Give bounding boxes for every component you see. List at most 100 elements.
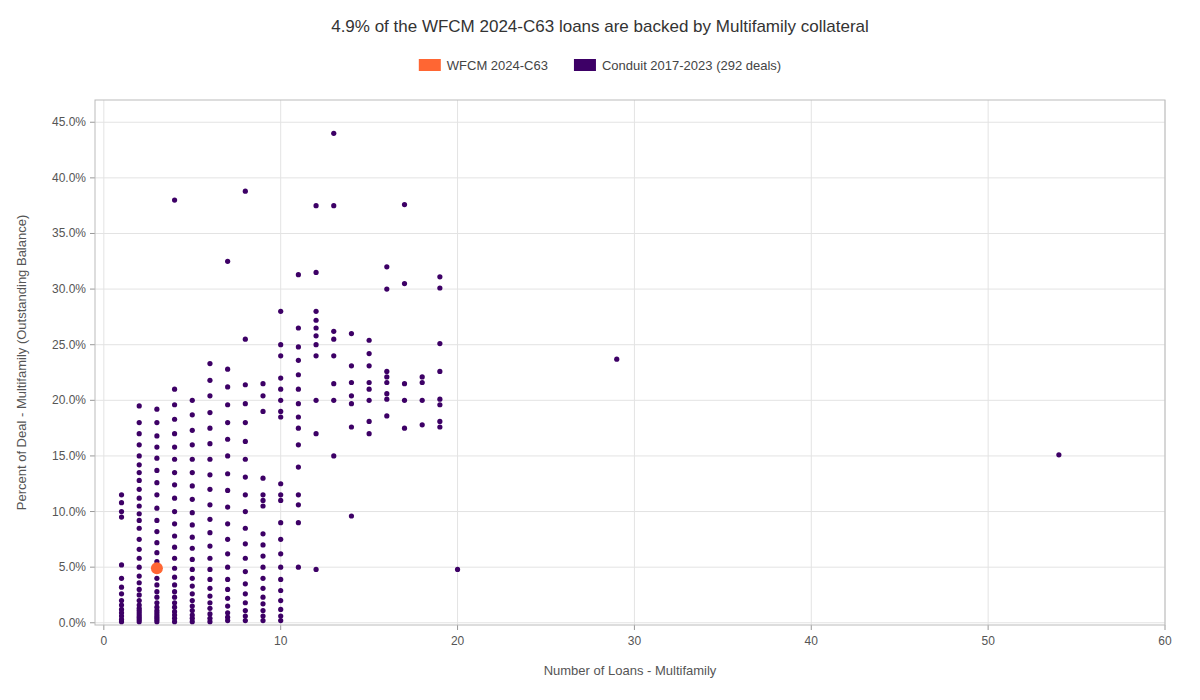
scatter-point — [296, 492, 301, 497]
scatter-point — [278, 588, 283, 593]
scatter-point — [437, 285, 442, 290]
scatter-point — [207, 556, 212, 561]
y-grid-line — [95, 122, 1165, 123]
scatter-point — [278, 598, 283, 603]
scatter-point — [172, 387, 177, 392]
scatter-point — [172, 600, 177, 605]
scatter-point — [172, 605, 177, 610]
scatter-point — [260, 586, 265, 591]
scatter-point — [260, 595, 265, 600]
scatter-point — [172, 566, 177, 571]
scatter-point — [190, 428, 195, 433]
scatter-point — [225, 587, 230, 592]
scatter-point — [225, 437, 230, 442]
scatter-point — [207, 410, 212, 415]
x-axis-label: Number of Loans - Multifamily — [544, 663, 717, 678]
legend-item: WFCM 2024-C63 — [419, 58, 548, 73]
scatter-point — [190, 546, 195, 551]
scatter-point — [172, 509, 177, 514]
scatter-point — [154, 582, 159, 587]
scatter-point — [154, 444, 159, 449]
scatter-point — [172, 402, 177, 407]
scatter-point — [260, 618, 265, 623]
scatter-point — [278, 409, 283, 414]
x-tick — [457, 625, 458, 630]
scatter-point — [402, 281, 407, 286]
y-tick-label: 40.0% — [52, 171, 86, 185]
scatter-point — [207, 530, 212, 535]
scatter-point — [207, 487, 212, 492]
scatter-point — [172, 582, 177, 587]
y-grid-line — [95, 177, 1165, 178]
scatter-point — [137, 431, 142, 436]
x-tick — [988, 625, 989, 630]
scatter-point — [172, 609, 177, 614]
scatter-point — [190, 510, 195, 515]
scatter-point — [278, 398, 283, 403]
scatter-point — [296, 426, 301, 431]
scatter-point — [437, 424, 442, 429]
scatter-point — [172, 482, 177, 487]
scatter-point — [190, 583, 195, 588]
series-1 — [119, 131, 1062, 624]
x-tick-label: 0 — [100, 634, 107, 648]
scatter-point — [278, 520, 283, 525]
scatter-point — [137, 573, 142, 578]
scatter-point — [154, 480, 159, 485]
scatter-point — [331, 398, 336, 403]
scatter-point — [172, 444, 177, 449]
scatter-point — [260, 409, 265, 414]
scatter-point — [260, 576, 265, 581]
x-tick-label: 10 — [274, 634, 288, 648]
scatter-point — [172, 417, 177, 422]
scatter-point — [190, 591, 195, 596]
scatter-point — [260, 498, 265, 503]
scatter-point — [384, 264, 389, 269]
scatter-point — [137, 478, 142, 483]
scatter-point — [278, 565, 283, 570]
scatter-point — [349, 401, 354, 406]
scatter-point — [296, 464, 301, 469]
scatter-point — [331, 203, 336, 208]
y-grid-line — [95, 567, 1165, 568]
scatter-point — [154, 589, 159, 594]
y-grid-line — [95, 344, 1165, 345]
scatter-point — [190, 398, 195, 403]
scatter-point — [190, 535, 195, 540]
series-0 — [151, 562, 163, 574]
scatter-point — [260, 542, 265, 547]
scatter-point — [243, 439, 248, 444]
scatter-point — [260, 503, 265, 508]
scatter-point — [137, 420, 142, 425]
scatter-point — [367, 338, 372, 343]
y-grid-line — [95, 233, 1165, 234]
scatter-point — [367, 398, 372, 403]
scatter-point — [225, 471, 230, 476]
scatter-point — [349, 513, 354, 518]
scatter-point — [260, 476, 265, 481]
scatter-point — [278, 414, 283, 419]
scatter-point — [225, 504, 230, 509]
scatter-point — [367, 419, 372, 424]
scatter-point — [207, 472, 212, 477]
x-tick — [634, 625, 635, 630]
scatter-point — [367, 431, 372, 436]
plot-frame — [95, 100, 1165, 625]
scatter-point — [349, 380, 354, 385]
scatter-point — [207, 611, 212, 616]
scatter-point — [243, 474, 248, 479]
scatter-point — [437, 341, 442, 346]
scatter-point — [190, 576, 195, 581]
scatter-point — [437, 402, 442, 407]
scatter-point — [313, 309, 318, 314]
scatter-point — [296, 565, 301, 570]
scatter-point — [384, 286, 389, 291]
scatter-point — [151, 562, 163, 574]
scatter-point — [225, 384, 230, 389]
scatter-point — [367, 351, 372, 356]
scatter-point — [367, 363, 372, 368]
scatter-point — [296, 502, 301, 507]
scatter-point — [207, 361, 212, 366]
scatter-point — [313, 333, 318, 338]
scatter-point — [349, 331, 354, 336]
